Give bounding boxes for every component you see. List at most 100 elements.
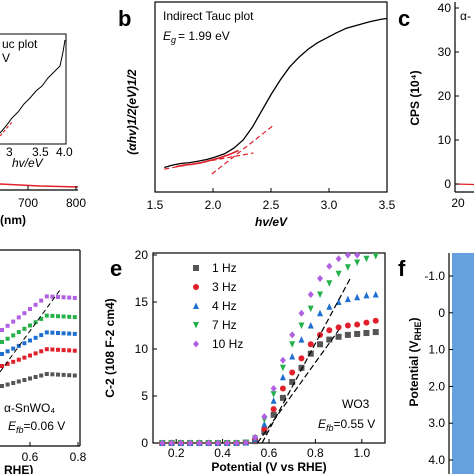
- panel-e-point: [354, 251, 361, 259]
- panel-e-point: [252, 433, 259, 441]
- panel-e-legend-marker: [193, 322, 199, 329]
- panel-b-title: Indirect Tauc plot: [163, 9, 254, 23]
- panel-e-point: [326, 262, 333, 270]
- panel-b-x-tick-label: 3.5: [379, 198, 396, 212]
- panel-c-x-tick-20: 20: [451, 196, 465, 210]
- panel-e-legend-label: 7 Hz: [212, 318, 237, 332]
- panel-e-x-label: Potential (V vs RHE): [211, 460, 326, 474]
- panel-d-x-label: RHE): [4, 463, 33, 474]
- panel-d-marker: [50, 330, 55, 335]
- panel-d-marker: [61, 331, 66, 336]
- panel-d-marker: [0, 364, 4, 368]
- panel-c-corner-text: α-: [460, 9, 471, 23]
- panel-e-point: [317, 275, 324, 282]
- panel-e-point: [289, 378, 296, 385]
- panel-e-x-tick-label: 0.8: [307, 446, 324, 460]
- panel-e-point: [279, 385, 286, 392]
- panel-b-series-line-0: [164, 17, 388, 169]
- panel-d-marker: [44, 347, 49, 352]
- panel-e-point: [261, 413, 268, 421]
- panel-d-marker: [39, 333, 44, 338]
- panel-d-sample: α-SnWO₄: [4, 401, 55, 415]
- panel-e-legend-label: 10 Hz: [212, 337, 243, 351]
- panel-e-series: [159, 251, 379, 447]
- panel-e-point: [335, 255, 342, 263]
- panel-b-ticks: 1.5 2.0 2.5 3.0 3.5: [147, 188, 396, 212]
- panel-e-point: [214, 439, 221, 447]
- panel-d-marker: [22, 311, 27, 316]
- panel-e-legend-marker: [193, 265, 199, 271]
- panel-d-marker: [50, 294, 55, 299]
- panel-d-marker: [61, 314, 66, 319]
- panel-a-fragment: uc plot V 3 3.5 4.0 hv/eV 700 800 (nm): [0, 33, 86, 227]
- panel-e-point: [335, 270, 342, 278]
- panel-a-x-tick-label-700: 700: [18, 196, 38, 210]
- panel-f-y-tick-label: 3.0: [428, 416, 445, 430]
- panel-e-point: [270, 384, 277, 392]
- panel-d-marker: [5, 336, 10, 341]
- panel-d-marker: [16, 357, 21, 362]
- panel-d-marker: [28, 323, 32, 328]
- panel-b-eg-text: Eg = 1.99 eV: [163, 29, 230, 45]
- panel-e-point: [279, 394, 286, 401]
- panel-d-marker: [50, 313, 55, 318]
- panel-d-marker: [0, 384, 4, 388]
- panel-c-y-tick-label: 20: [438, 89, 452, 103]
- panel-b-x-tick-label: 1.5: [147, 198, 164, 212]
- panel-d-marker: [61, 295, 66, 300]
- panel-e-point: [354, 321, 361, 328]
- panel-a-inset-label-2: V: [2, 51, 10, 65]
- panel-c-y-tick-label: 0: [444, 177, 451, 191]
- panel-e-point: [307, 350, 314, 357]
- panel-d-marker: [50, 347, 55, 352]
- panel-d-marker: [61, 348, 66, 353]
- panel-d-marker: [28, 338, 32, 343]
- panel-d-marker: [61, 372, 66, 377]
- panel-b-letter: b: [118, 6, 131, 31]
- panel-e-x-tick-label: 0.2: [168, 446, 185, 460]
- panel-d-marker: [39, 373, 44, 378]
- panel-e-point: [307, 322, 314, 329]
- panel-d-marker: [0, 328, 4, 332]
- panel-e-y-tick-label: 10: [135, 342, 149, 356]
- panel-d-marker: [72, 295, 77, 300]
- panel-e-point: [344, 264, 351, 271]
- panel-c-fragment: c CPS (10⁴) α- 20 0 10 20 30 40: [398, 1, 474, 210]
- panel-e-legend-marker: [193, 340, 199, 348]
- panel-e-y-tick-label: 20: [135, 248, 149, 262]
- panel-a-inset-tick-1: 3: [6, 145, 13, 159]
- panel-e-y-tick-label: 5: [141, 389, 148, 403]
- panel-e-point: [363, 319, 370, 326]
- panel-f-y-label: Potential (VRHE): [407, 317, 423, 406]
- panel-d-marker: [33, 302, 38, 307]
- panel-e-point: [298, 364, 305, 371]
- panel-f-band: [452, 253, 474, 474]
- panel-d-marker: [56, 347, 60, 352]
- panel-c-y-label: CPS (10⁴): [408, 70, 422, 125]
- panel-d-marker: [11, 381, 16, 385]
- panel-e-legend-marker: [193, 284, 199, 290]
- panel-e-letter: e: [110, 256, 122, 281]
- panel-d-marker: [22, 355, 27, 360]
- panel-d-marker: [72, 315, 77, 320]
- panel-e-sample: WO3: [342, 397, 370, 411]
- panel-e-point: [317, 291, 324, 298]
- panel-e-x-tick-label: 1.0: [353, 446, 370, 460]
- panel-e-x-tick-label: 0.6: [261, 446, 278, 460]
- panel-e-point: [344, 295, 351, 303]
- panel-e-legend-label: 3 Hz: [212, 280, 237, 294]
- panel-a-x-label: (nm): [0, 213, 26, 227]
- panel-e-point: [289, 369, 296, 376]
- panel-d-marker: [0, 340, 4, 344]
- panel-e-x-tick-label: 0.4: [214, 446, 231, 460]
- panel-e-point: [298, 336, 305, 343]
- panel-d-marker: [56, 295, 60, 299]
- panel-e-y-tick-label: 0: [141, 436, 148, 450]
- panel-e-point: [298, 322, 305, 329]
- panel-e-legend-marker: [193, 302, 199, 309]
- panel-e-point: [289, 341, 296, 348]
- panel-d-marker: [67, 295, 72, 300]
- panel-d-marker: [39, 316, 44, 321]
- panel-e-fit-line-0: [256, 329, 340, 444]
